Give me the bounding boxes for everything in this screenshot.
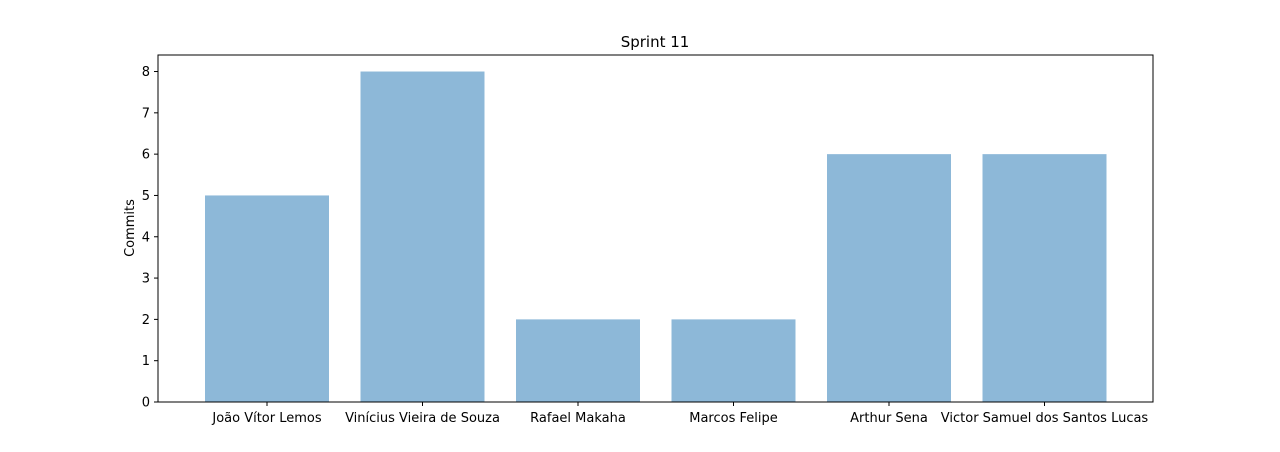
y-tick-label: 6 (142, 148, 150, 163)
bar (827, 154, 951, 402)
y-tick-label: 3 (142, 272, 150, 287)
y-tick-label: 5 (142, 189, 150, 204)
y-tick-label: 4 (142, 230, 150, 245)
plot-frame (157, 54, 1154, 403)
bar (671, 319, 796, 402)
y-axis-label: Commits (123, 199, 138, 257)
y-axis: 0 1 2 3 4 5 6 7 8 (142, 65, 158, 411)
bar (516, 319, 640, 402)
y-tick-label: 1 (142, 354, 150, 369)
x-tick-label: João Vítor Lemos (211, 411, 322, 426)
x-tick-label: Rafael Makaha (530, 411, 626, 426)
bar (360, 71, 485, 403)
bar (982, 154, 1107, 402)
y-tick-label: 7 (142, 106, 150, 121)
bar (205, 195, 329, 402)
x-tick-label: Victor Samuel dos Santos Lucas (941, 411, 1149, 426)
x-tick-label: Vinícius Vieira de Souza (345, 411, 500, 426)
y-tick-label: 8 (142, 65, 150, 80)
bars-group (205, 71, 1107, 403)
y-tick-label: 2 (142, 313, 150, 328)
chart-title: Sprint 11 (621, 33, 690, 51)
x-tick-label: Marcos Felipe (689, 411, 778, 426)
x-tick-label: Arthur Sena (850, 411, 928, 426)
y-tick-label: 0 (142, 396, 150, 411)
x-axis: João Vítor Lemos Vinícius Vieira de Souza… (211, 402, 1148, 426)
